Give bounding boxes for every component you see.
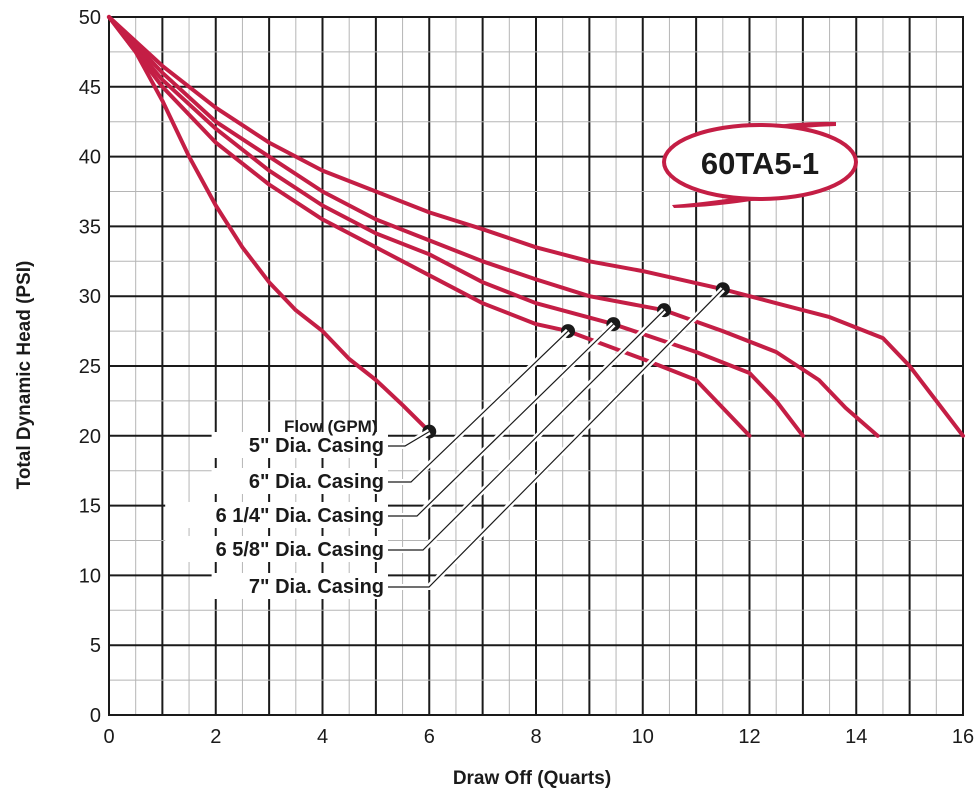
x-axis-title: Draw Off (Quarts)	[453, 768, 611, 789]
axes: 0 2 4 6 8 10 12 14 16 0 5 10 15 20 25 30 35 40 45 50	[79, 7, 974, 748]
connector-line	[388, 309, 665, 551]
y-axis-title: Total Dynamic Head (PSI)	[14, 261, 35, 490]
legend-label: 6 5/8" Dia. Casing	[216, 539, 384, 561]
legend-label-bg	[211, 468, 388, 494]
x-tick-label: 12	[738, 726, 760, 748]
series-line	[107, 15, 432, 434]
connector-line	[388, 330, 569, 483]
legend-label: 6" Dia. Casing	[249, 471, 384, 493]
y-tick-label: 50	[79, 7, 101, 29]
connector-line	[388, 431, 430, 447]
connector-line	[388, 288, 724, 588]
plot-grid	[108, 16, 964, 716]
y-tick-label: 15	[79, 496, 101, 518]
connector-halo	[388, 287, 725, 590]
x-tick-label: 2	[210, 726, 221, 748]
y-tick-label: 25	[79, 356, 101, 378]
y-tick-label: 40	[79, 147, 101, 169]
connector-halo	[388, 321, 616, 519]
legend-label: 6 1/4" Dia. Casing	[216, 505, 384, 527]
x-tick-label: 10	[632, 726, 654, 748]
model-badge: 60TA5-1	[662, 121, 858, 208]
legend-label-bg	[165, 536, 388, 562]
y-tick-label: 0	[90, 705, 101, 727]
series-line	[107, 15, 880, 438]
x-tick-label: 0	[103, 726, 114, 748]
legend-label-bg	[165, 502, 388, 528]
series-line	[107, 15, 752, 438]
legend-label-bg	[211, 573, 388, 599]
x-tick-label: 8	[530, 726, 541, 748]
y-tick-label: 30	[79, 286, 101, 308]
legend-label-bg	[211, 432, 388, 458]
y-tick-label: 10	[79, 565, 101, 587]
x-tick-label: 4	[317, 726, 328, 748]
legend: 5" Dia. Casing 6" Dia. Casing 6 1/4" Dia. …	[165, 287, 725, 599]
x-tick-label: 6	[424, 726, 435, 748]
x-tick-label: 16	[952, 726, 974, 748]
y-tick-label: 20	[79, 426, 101, 448]
y-tick-label: 35	[79, 216, 101, 238]
flow-label: Flow (GPM)	[284, 417, 377, 436]
y-tick-label: 45	[79, 77, 101, 99]
connector-line	[388, 323, 614, 517]
series-line	[107, 15, 805, 438]
series-line	[107, 15, 965, 438]
legend-label: 7" Dia. Casing	[249, 576, 384, 598]
badge-swoosh-bottom	[672, 180, 838, 208]
x-tick-label: 14	[845, 726, 867, 748]
legend-label: 5" Dia. Casing	[249, 435, 384, 457]
badge-ellipse	[662, 123, 858, 201]
badge-label: 60TA5-1	[701, 146, 819, 181]
plot-frame	[108, 16, 964, 716]
y-tick-label: 5	[90, 635, 101, 657]
casing-curves	[107, 15, 965, 439]
